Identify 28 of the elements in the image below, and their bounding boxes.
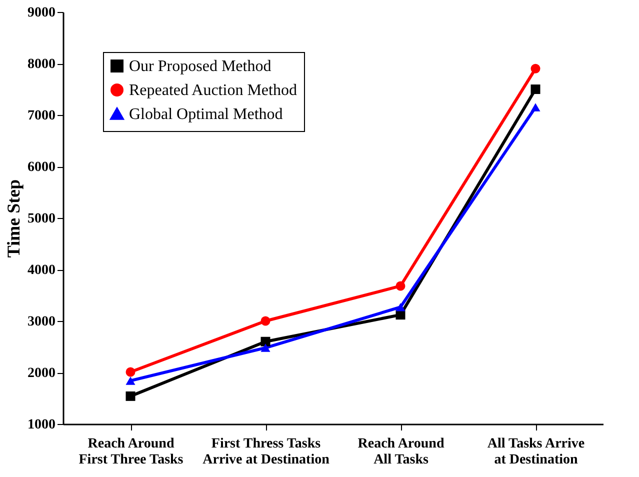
legend-label: Global Optimal Method (129, 106, 283, 123)
x-tick-label: Reach Around First Three Tasks (78, 436, 184, 468)
y-tick-label: 3000 (28, 314, 56, 330)
y-tick-label: 8000 (28, 57, 56, 72)
y-tick-label: 6000 (28, 160, 56, 175)
y-tick-label: 7000 (28, 108, 56, 124)
y-tick-label: 1000 (28, 418, 56, 432)
y-axis-title: Time Step (4, 179, 24, 258)
point (126, 367, 136, 377)
legend-label: Our Proposed Method (129, 58, 272, 75)
point (530, 64, 540, 74)
y-tick-label: 2000 (28, 366, 56, 381)
point (126, 376, 136, 385)
x-tick-label: First Thress Tasks Arrive at Destination (202, 436, 330, 468)
point (396, 302, 406, 312)
y-tick-label: 9000 (28, 6, 56, 20)
point (126, 391, 136, 401)
x-tick-label: Reach Around All Tasks (358, 436, 444, 468)
point (530, 103, 540, 112)
point (260, 316, 270, 326)
point (396, 281, 406, 291)
point (260, 336, 270, 346)
legend-label: Repeated Auction Method (129, 82, 297, 99)
y-tick-label: 5000 (28, 212, 56, 226)
point (530, 84, 540, 94)
x-tick-label: All Tasks Arrive at Destination (487, 436, 585, 468)
y-tick-label: 4000 (28, 263, 56, 278)
point (260, 344, 270, 352)
